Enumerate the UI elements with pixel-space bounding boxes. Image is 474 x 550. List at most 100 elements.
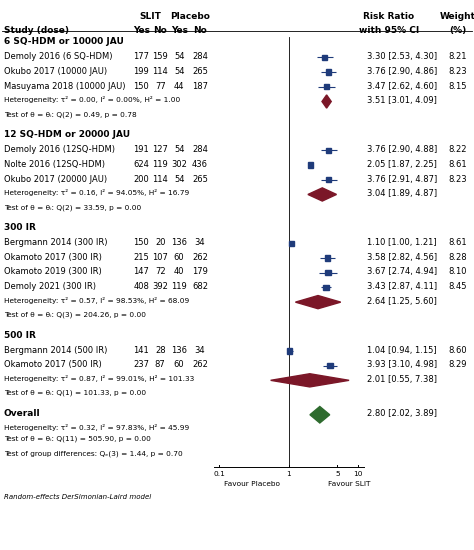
Text: 150: 150 [133, 238, 149, 247]
Text: 3.76 [2.91, 4.87]: 3.76 [2.91, 4.87] [367, 174, 438, 184]
Text: 60: 60 [174, 253, 184, 262]
Text: SLIT: SLIT [140, 12, 162, 21]
Text: 28: 28 [155, 346, 165, 355]
Text: 3.67 [2.74, 4.94]: 3.67 [2.74, 4.94] [367, 267, 438, 277]
Text: 44: 44 [174, 81, 184, 91]
Text: Demoly 2021 (300 IR): Demoly 2021 (300 IR) [4, 282, 96, 292]
Text: 8.22: 8.22 [448, 145, 467, 154]
Text: 262: 262 [192, 360, 208, 370]
Text: Yes: Yes [133, 26, 150, 35]
Text: 72: 72 [155, 267, 165, 277]
Text: Okamoto 2017 (300 IR): Okamoto 2017 (300 IR) [4, 253, 101, 262]
Text: 77: 77 [155, 81, 165, 91]
Text: 60: 60 [174, 360, 184, 370]
Text: 114: 114 [152, 67, 168, 76]
Text: Random-effects DerSimonian-Laird model: Random-effects DerSimonian-Laird model [4, 494, 151, 500]
Text: No: No [193, 26, 207, 35]
Text: 136: 136 [171, 346, 187, 355]
Text: Heterogeneity: τ² = 0.57, I² = 98.53%, H² = 68.09: Heterogeneity: τ² = 0.57, I² = 98.53%, H… [4, 297, 189, 304]
Text: 87: 87 [155, 360, 165, 370]
Text: 436: 436 [192, 160, 208, 169]
Text: 8.60: 8.60 [448, 346, 467, 355]
Polygon shape [295, 295, 341, 309]
Text: 34: 34 [195, 346, 205, 355]
Bar [322, 54, 328, 60]
Text: Okubo 2017 (10000 JAU): Okubo 2017 (10000 JAU) [4, 67, 107, 76]
Text: 408: 408 [133, 282, 149, 292]
Text: Test of θ = θᵢ: Q(2) = 33.59, p = 0.00: Test of θ = θᵢ: Q(2) = 33.59, p = 0.00 [4, 204, 141, 211]
Text: 3.47 [2.62, 4.60]: 3.47 [2.62, 4.60] [367, 81, 438, 91]
Text: 147: 147 [133, 267, 149, 277]
Text: 3.04 [1.89, 4.87]: 3.04 [1.89, 4.87] [367, 189, 438, 199]
Text: 141: 141 [133, 346, 149, 355]
Text: No: No [153, 26, 167, 35]
Text: 8.23: 8.23 [448, 174, 467, 184]
Text: 624: 624 [133, 160, 149, 169]
Text: Heterogeneity: τ² = 0.32, I² = 97.83%, H² = 45.99: Heterogeneity: τ² = 0.32, I² = 97.83%, H… [4, 424, 189, 431]
Text: 34: 34 [195, 238, 205, 247]
Text: 265: 265 [192, 67, 208, 76]
Text: 1: 1 [286, 471, 291, 477]
Text: Demoly 2016 (12SQ-HDM): Demoly 2016 (12SQ-HDM) [4, 145, 115, 154]
Text: 0.1: 0.1 [213, 471, 225, 477]
Text: 2.05 [1.87, 2.25]: 2.05 [1.87, 2.25] [367, 160, 437, 169]
Bar [289, 240, 294, 246]
Text: 8.21: 8.21 [448, 52, 467, 61]
Text: with 95% CI: with 95% CI [358, 26, 419, 35]
Text: 54: 54 [174, 145, 184, 154]
Text: Okamoto 2017 (500 IR): Okamoto 2017 (500 IR) [4, 360, 101, 370]
Text: Test of θ = θᵢ: Q(1) = 101.33, p = 0.00: Test of θ = θᵢ: Q(1) = 101.33, p = 0.00 [4, 390, 146, 397]
Text: 8.28: 8.28 [448, 253, 467, 262]
Text: 136: 136 [171, 238, 187, 247]
Text: 10: 10 [354, 471, 363, 477]
Text: 8.23: 8.23 [448, 67, 467, 76]
Text: Test of group differences: Qₑ(3) = 1.44, p = 0.70: Test of group differences: Qₑ(3) = 1.44,… [4, 450, 182, 457]
Text: 284: 284 [192, 145, 208, 154]
Bar [326, 69, 331, 75]
Text: 3.58 [2.82, 4.56]: 3.58 [2.82, 4.56] [367, 253, 438, 262]
Text: 3.76 [2.90, 4.86]: 3.76 [2.90, 4.86] [367, 67, 438, 76]
Polygon shape [308, 188, 337, 201]
Text: 54: 54 [174, 174, 184, 184]
Text: 119: 119 [152, 160, 168, 169]
Bar [328, 363, 333, 368]
Bar [287, 348, 292, 354]
Text: 6 SQ-HDM or 10000 JAU: 6 SQ-HDM or 10000 JAU [4, 37, 124, 46]
Text: 177: 177 [133, 52, 149, 61]
Text: Heterogeneity: τ² = 0.16, I² = 94.05%, H² = 16.79: Heterogeneity: τ² = 0.16, I² = 94.05%, H… [4, 189, 189, 196]
Text: 302: 302 [171, 160, 187, 169]
Text: 682: 682 [192, 282, 208, 292]
Text: 179: 179 [192, 267, 208, 277]
Text: Heterogeneity: τ² = 0.87, I² = 99.01%, H² = 101.33: Heterogeneity: τ² = 0.87, I² = 99.01%, H… [4, 375, 194, 382]
Text: Test of θ = θᵢ: Q(3) = 204.26, p = 0.00: Test of θ = θᵢ: Q(3) = 204.26, p = 0.00 [4, 312, 146, 318]
Text: Nolte 2016 (12SQ-HDM): Nolte 2016 (12SQ-HDM) [4, 160, 105, 169]
Bar [325, 270, 330, 276]
Text: 187: 187 [192, 81, 208, 91]
Text: Okubo 2017 (20000 JAU): Okubo 2017 (20000 JAU) [4, 174, 107, 184]
Text: 114: 114 [152, 174, 168, 184]
Polygon shape [310, 406, 330, 423]
Text: Weight: Weight [439, 12, 474, 21]
Text: 2.01 [0.55, 7.38]: 2.01 [0.55, 7.38] [367, 375, 438, 384]
Bar [326, 177, 331, 183]
Text: 199: 199 [133, 67, 149, 76]
Text: 392: 392 [152, 282, 168, 292]
Text: 3.76 [2.90, 4.88]: 3.76 [2.90, 4.88] [367, 145, 438, 154]
Text: Placebo: Placebo [170, 12, 210, 21]
Text: 54: 54 [174, 52, 184, 61]
Text: 8.45: 8.45 [448, 282, 467, 292]
Text: 2.80 [2.02, 3.89]: 2.80 [2.02, 3.89] [367, 409, 438, 418]
Text: 1.04 [0.94, 1.15]: 1.04 [0.94, 1.15] [367, 346, 437, 355]
Text: 8.61: 8.61 [448, 160, 467, 169]
Polygon shape [271, 374, 349, 387]
Text: 40: 40 [174, 267, 184, 277]
Text: 300 IR: 300 IR [4, 223, 36, 232]
Text: 265: 265 [192, 174, 208, 184]
Polygon shape [322, 95, 331, 108]
Text: 8.29: 8.29 [448, 360, 467, 370]
Text: 119: 119 [171, 282, 187, 292]
Text: 8.10: 8.10 [448, 267, 467, 277]
Text: 8.61: 8.61 [448, 238, 467, 247]
Text: 107: 107 [152, 253, 168, 262]
Text: 20: 20 [155, 238, 165, 247]
